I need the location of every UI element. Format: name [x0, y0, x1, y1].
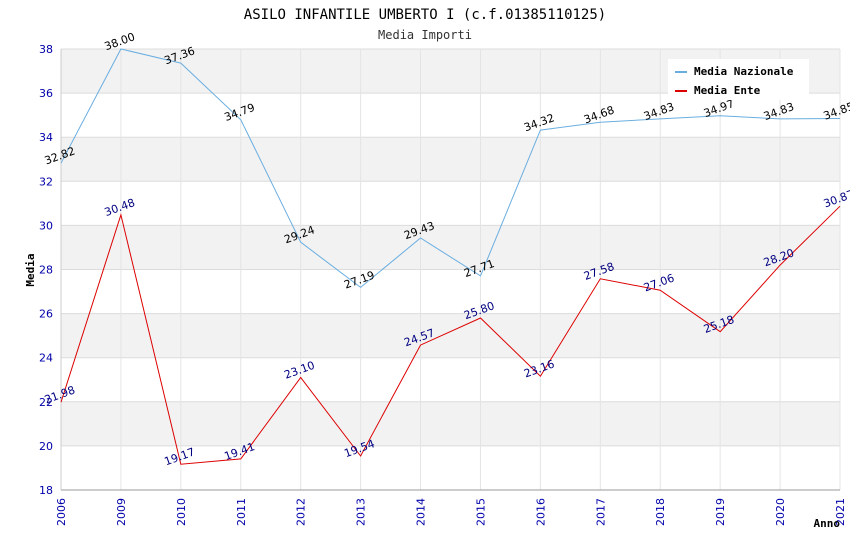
y-tick-label: 18 [39, 484, 53, 497]
y-tick-label: 34 [39, 131, 53, 144]
y-tick-label: 32 [39, 175, 53, 188]
legend-label-media-nazionale: Media Nazionale [694, 65, 794, 78]
series-lines [60, 48, 841, 465]
x-tick-label: 2021 [834, 498, 847, 526]
x-tick-label: 2019 [714, 498, 727, 526]
band [61, 93, 840, 138]
y-tick-label: 28 [39, 264, 53, 277]
x-axis-label: Anno [814, 517, 841, 530]
x-tick-label: 2009 [115, 498, 128, 526]
y-tick-label: 20 [39, 440, 53, 453]
x-tick-label: 2010 [175, 498, 188, 526]
y-tick-label: 24 [39, 352, 53, 365]
y-tick-label: 36 [39, 87, 53, 100]
plot-background-bands [61, 49, 840, 490]
band [61, 269, 840, 314]
legend-box [668, 59, 809, 100]
y-tick-labels: 18 20 22 24 26 28 30 32 34 36 38 [39, 43, 53, 497]
band [61, 181, 840, 226]
y-axis-label: Media [24, 253, 37, 286]
band [61, 401, 840, 446]
band [61, 137, 840, 182]
band [61, 445, 840, 490]
chart-title: ASILO INFANTILE UMBERTO I (c.f.013851101… [244, 7, 606, 23]
series-line-media-ente [60, 205, 841, 465]
y-tick-label: 22 [39, 396, 53, 409]
x-tick-label: 2015 [474, 498, 487, 526]
band [61, 225, 840, 270]
legend-label-media-ente: Media Ente [694, 84, 761, 97]
x-tick-label: 2017 [594, 498, 607, 526]
x-tick-label: 2012 [295, 498, 308, 526]
band [61, 313, 840, 358]
x-tick-label: 2006 [55, 498, 68, 526]
x-tick-label: 2020 [774, 498, 787, 526]
y-tick-label: 30 [39, 219, 53, 232]
x-tick-labels: 2006 2009 2010 2011 2012 2013 2014 2015 2016 2017… [55, 498, 847, 526]
x-tick-label: 2018 [654, 498, 667, 526]
chart-subtitle: Media Importi [378, 28, 472, 42]
y-tick-label: 26 [39, 308, 53, 321]
x-tick-label: 2016 [534, 498, 547, 526]
band [61, 357, 840, 402]
x-tick-label: 2014 [415, 498, 428, 526]
x-tick-label: 2013 [355, 498, 368, 526]
y-tick-label: 38 [39, 43, 53, 56]
legend: Media Nazionale Media Ente [668, 59, 809, 100]
series-line-media-nazionale [60, 48, 841, 289]
x-tick-label: 2011 [235, 498, 248, 526]
